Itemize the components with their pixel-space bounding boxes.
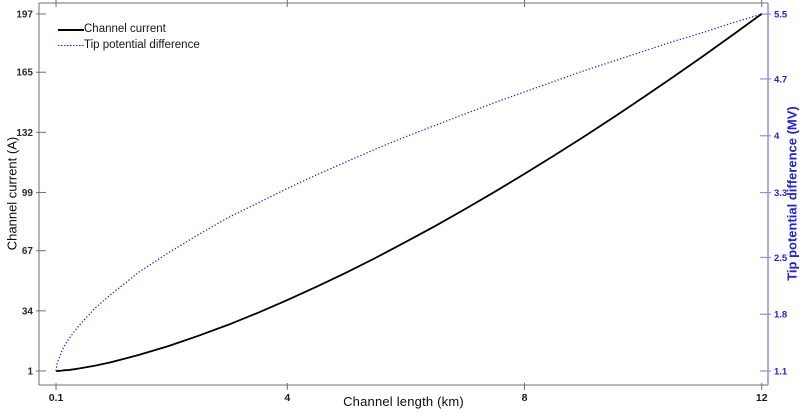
x-tick-label: 0.1 (49, 392, 64, 404)
y-left-tick-label: 1 (27, 366, 33, 377)
y-right-tick-label: 5.5 (774, 10, 788, 21)
x-axis-title: Channel length (km) (343, 394, 464, 409)
y-right-tick-label: 2.5 (774, 253, 788, 264)
legend-entry-tip-potential: Tip potential difference (58, 39, 200, 52)
y-right-tick-label: 4.7 (774, 74, 787, 85)
y-left-tick-label: 197 (16, 9, 33, 20)
y-right-tick-label: 1.1 (774, 367, 788, 378)
x-tick-label: 4 (284, 392, 290, 404)
y-left-tick-label: 132 (16, 128, 33, 139)
y-right-tick-label: 1.8 (774, 310, 787, 321)
y-right-axis-title: Tip potential difference (MV) (784, 106, 800, 281)
y-left-tick-label: 67 (22, 246, 34, 257)
y-right-tick-label: 3.3 (774, 188, 787, 199)
legend-label: Tip potential difference (84, 39, 200, 51)
series-line-channel-current (56, 13, 763, 372)
y-left-tick-label: 99 (22, 188, 34, 199)
legend-line-sample-solid (58, 28, 84, 31)
legend: Channel current Tip potential difference (58, 23, 200, 52)
legend-line-sample-dotted (58, 44, 84, 47)
legend-label: Channel current (84, 23, 166, 35)
y-right-tick-label: 4 (774, 131, 780, 142)
series-line-tip-potential-difference (55, 13, 762, 372)
legend-entry-channel-current: Channel current (58, 23, 200, 36)
x-tick-label: 8 (522, 392, 528, 404)
y-left-tick-label: 34 (22, 306, 34, 317)
y-left-tick-label: 165 (16, 68, 33, 79)
y-left-axis-title: Channel current (A) (4, 136, 20, 251)
x-tick-label: 12 (756, 392, 768, 404)
